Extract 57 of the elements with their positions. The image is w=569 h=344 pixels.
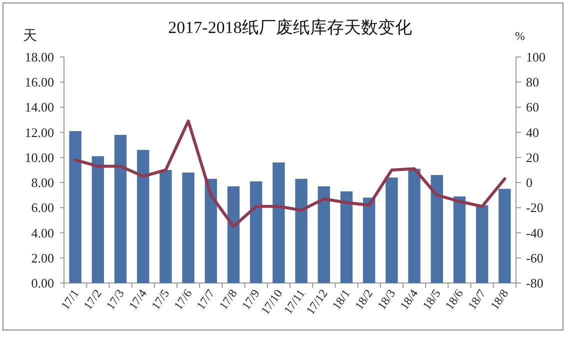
bar — [408, 168, 420, 283]
y-tick-label: 18.00 — [24, 50, 54, 64]
y2-tick-label: 100 — [526, 50, 546, 64]
bar — [92, 156, 104, 283]
bar — [498, 188, 511, 283]
x-tick-label: 17/5 — [148, 286, 172, 312]
y2-tick-label: -80 — [526, 276, 544, 290]
x-tick-label: 18/8 — [487, 286, 512, 312]
y-tick-label: 4.00 — [31, 225, 54, 240]
y2-axis-title: % — [515, 29, 525, 43]
y2-tick-label: 0 — [526, 175, 532, 190]
bar — [340, 191, 353, 283]
x-tick-label: 18/3 — [374, 286, 398, 312]
y-tick-label: 10.00 — [24, 150, 54, 165]
bar — [363, 198, 376, 283]
bar — [250, 181, 262, 283]
y2-tick-label: -40 — [526, 225, 544, 240]
x-tick-label: 17/4 — [126, 286, 150, 312]
y2-tick-label: 80 — [526, 74, 539, 90]
y-tick-label: 0.00 — [31, 276, 54, 290]
bar — [204, 178, 217, 283]
bar — [69, 131, 82, 283]
x-tick-label: 18/4 — [397, 286, 421, 312]
y-tick-label: 8.00 — [31, 175, 54, 190]
x-tick-label: 17/9 — [238, 286, 263, 312]
y-tick-label: 6.00 — [31, 200, 54, 216]
bar — [453, 196, 466, 283]
x-tick-label: 18/5 — [420, 286, 444, 312]
y-tick-label: 12.00 — [24, 124, 54, 140]
bar — [476, 205, 488, 283]
chart-title: 2017-2018纸厂废纸库存天数变化 — [168, 18, 412, 37]
bar — [227, 186, 240, 283]
bar — [137, 150, 150, 283]
x-tick-label: 17/2 — [80, 286, 104, 312]
bar — [430, 175, 443, 283]
y-tick-label: 2.00 — [31, 250, 54, 266]
bar — [386, 178, 398, 283]
bar — [182, 172, 194, 283]
x-tick-label: 18/1 — [329, 286, 353, 312]
x-tick-label: 17/1 — [58, 286, 82, 312]
x-tick-label: 18/2 — [352, 286, 376, 312]
y2-tick-label: 60 — [526, 100, 539, 115]
y-tick-label: 14.00 — [24, 100, 54, 115]
y2-tick-label: 20 — [526, 150, 539, 165]
x-tick-label: 17/3 — [103, 286, 127, 312]
bar — [114, 134, 127, 283]
y-tick-label: 16.00 — [24, 74, 54, 90]
bar — [272, 162, 285, 283]
y2-tick-label: -20 — [526, 200, 544, 216]
line-series — [74, 120, 506, 228]
bar — [160, 170, 172, 283]
y2-tick-label: 40 — [526, 124, 539, 140]
y2-tick-label: -60 — [526, 250, 544, 266]
bar — [295, 178, 308, 283]
bar — [318, 186, 330, 283]
y-axis-title: 天 — [23, 29, 37, 44]
x-tick-label: 17/8 — [216, 286, 240, 312]
